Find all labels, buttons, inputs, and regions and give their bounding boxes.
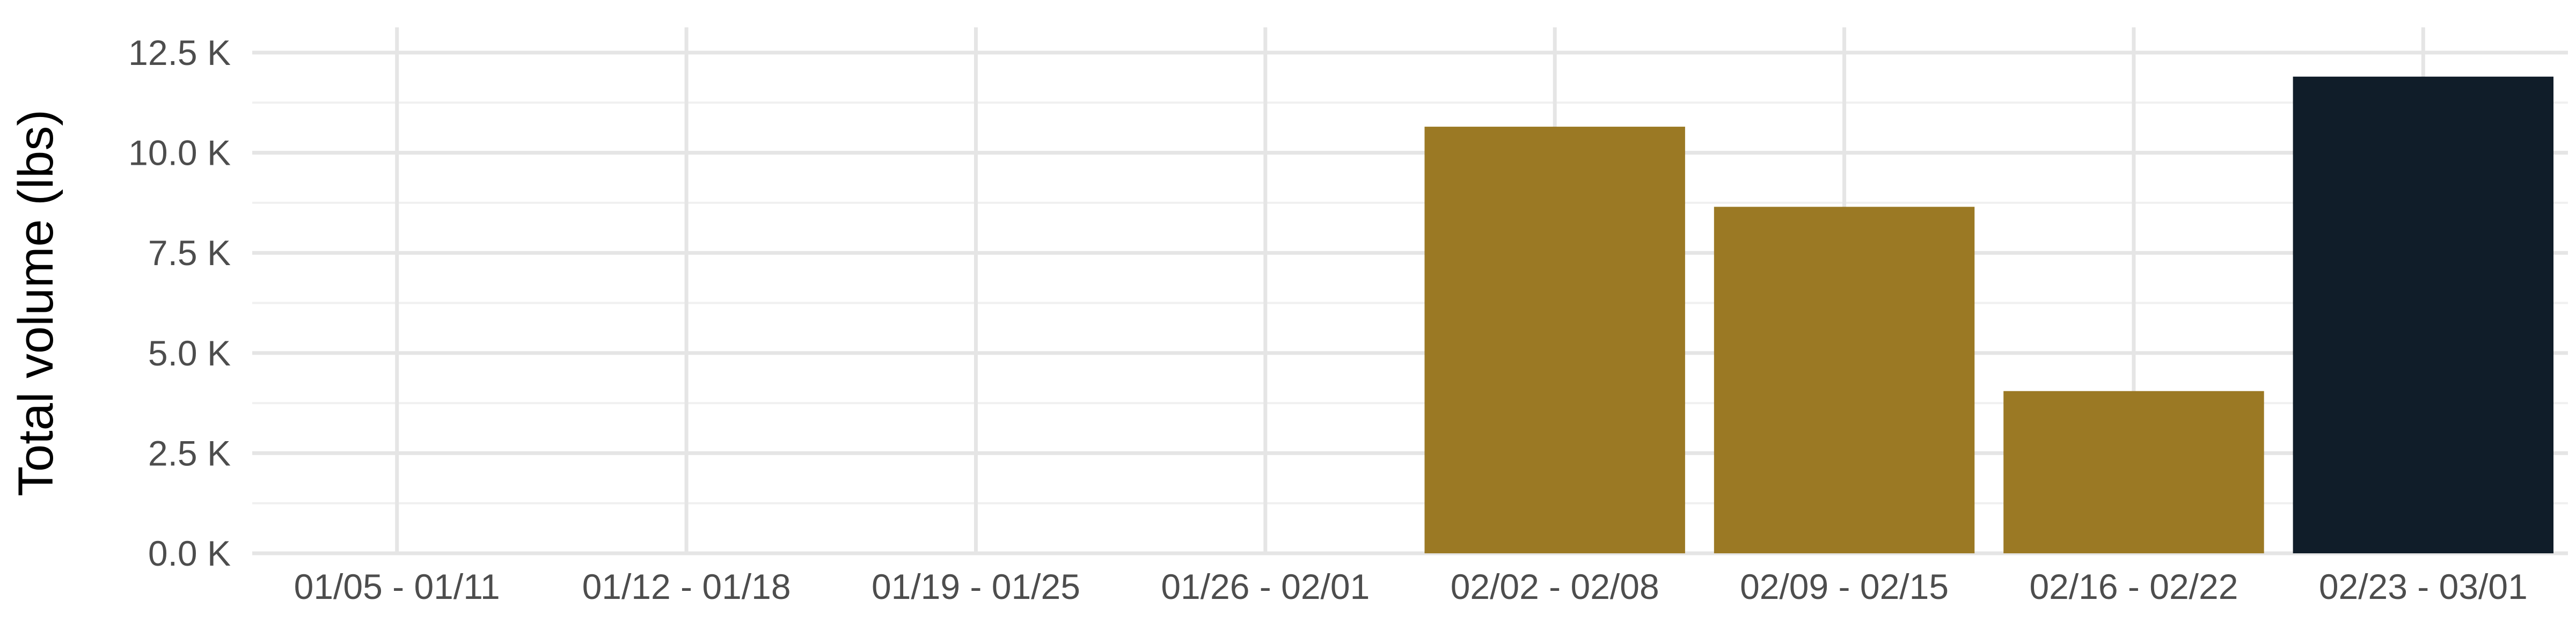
y-tick-label: 10.0 K [128, 133, 231, 173]
x-axis-ticks: 01/05 - 01/11 01/12 - 01/18 01/19 - 01/25 0… [294, 567, 2528, 606]
x-tick-label: 01/05 - 01/11 [294, 567, 500, 606]
grid-lines [252, 27, 2568, 555]
y-tick-label: 5.0 K [148, 333, 231, 373]
bar-02-02-02-08 [1424, 127, 1685, 554]
x-tick-label: 02/16 - 02/22 [2029, 567, 2238, 606]
bar-02-09-02-15 [1714, 207, 1975, 553]
x-tick-label: 02/23 - 03/01 [2319, 567, 2528, 606]
bar-02-23-03-01 [2293, 76, 2554, 553]
y-axis-ticks: 0.0 K 2.5 K 5.0 K 7.5 K 10.0 K 12.5 K [128, 33, 231, 573]
y-tick-label: 2.5 K [148, 433, 231, 473]
x-tick-label: 02/09 - 02/15 [1740, 567, 1949, 606]
x-tick-label: 01/19 - 01/25 [872, 567, 1080, 606]
x-tick-label: 01/12 - 01/18 [582, 567, 791, 606]
y-tick-label: 0.0 K [148, 533, 231, 573]
x-tick-label: 01/26 - 02/01 [1161, 567, 1370, 606]
y-tick-label: 7.5 K [148, 233, 231, 273]
y-tick-label: 12.5 K [128, 33, 231, 72]
x-tick-label: 02/02 - 02/08 [1451, 567, 1659, 606]
bar-02-16-02-22 [2003, 391, 2264, 553]
y-axis-title: Total volume (lbs) [9, 109, 63, 496]
bars [1424, 76, 2554, 554]
